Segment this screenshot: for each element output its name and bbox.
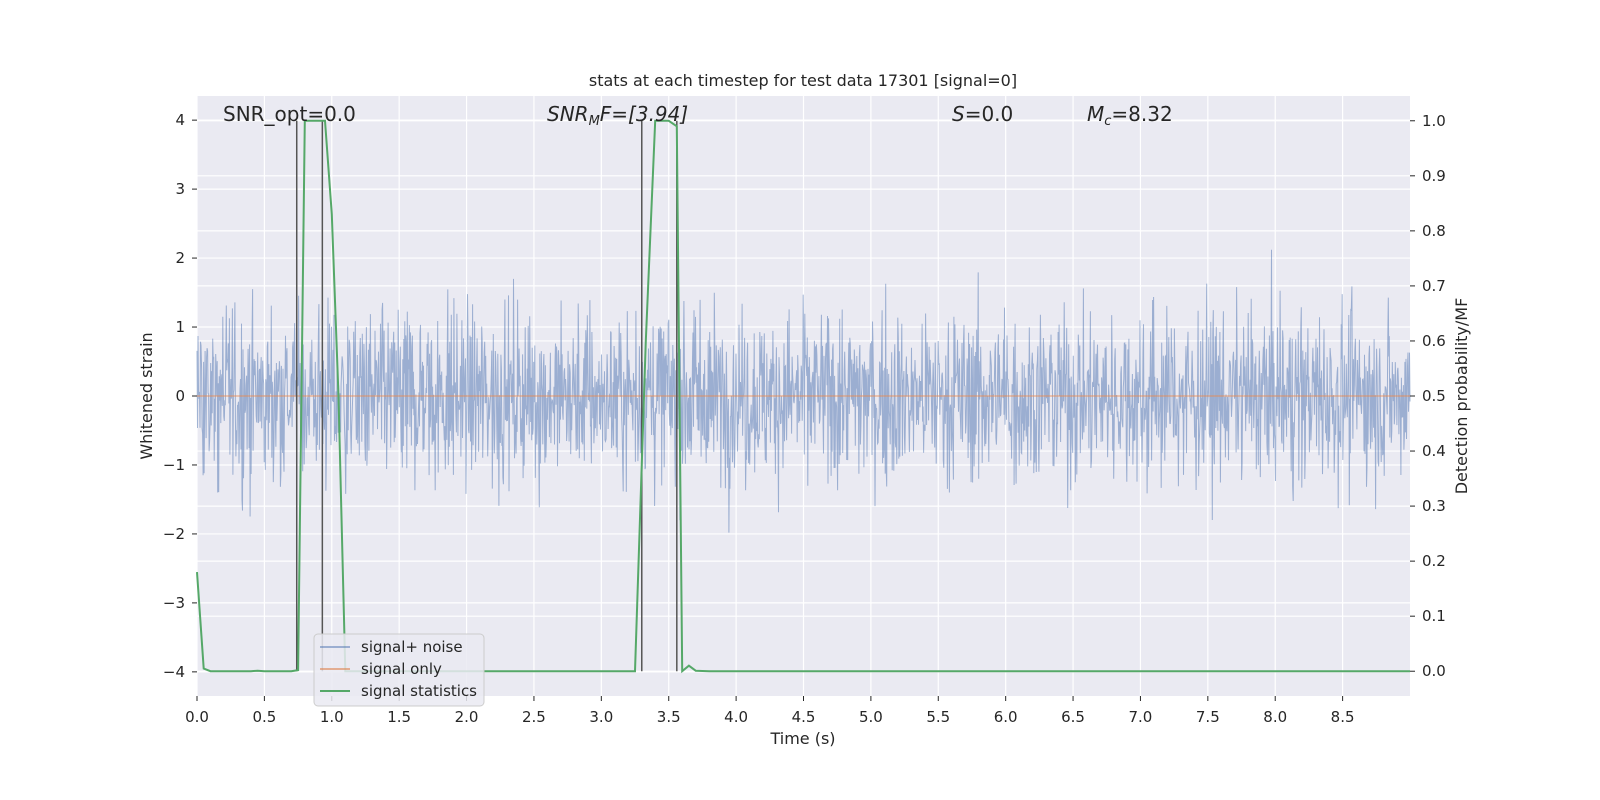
y-right-tick-label: 0.5 [1422, 387, 1446, 405]
y-right-tick-label: 0.6 [1422, 332, 1446, 350]
y-left-tick-label: −1 [163, 456, 185, 474]
y-left-tick-label: 1 [175, 318, 185, 336]
x-tick-label: 1.0 [320, 708, 344, 726]
signal-statistics-line [196, 119, 1410, 674]
series-signal-noise [196, 249, 1411, 533]
chart-title: stats at each timestep for test data 173… [589, 71, 1017, 90]
x-tick-label: 8.5 [1331, 708, 1355, 726]
y-right-tick-label: 0.0 [1422, 662, 1446, 680]
y-left-tick-label: −2 [163, 525, 185, 543]
y-left-tick-label: 4 [175, 111, 185, 129]
annotation-snr-mf: SNRMF=[3.94] [547, 102, 688, 129]
x-tick-label: 3.0 [589, 708, 613, 726]
mc-value: =8.32 [1111, 102, 1172, 126]
x-tick-label: 1.5 [387, 708, 411, 726]
y-right-tick-label: 1.0 [1422, 112, 1446, 130]
y-right-tick-label: 0.2 [1422, 552, 1446, 570]
s-value: =0.0 [965, 102, 1014, 126]
signal-noise-line [196, 249, 1411, 533]
x-tick-label: 7.5 [1196, 708, 1220, 726]
snr-mf-sub: M [589, 114, 600, 129]
series-signal-statistics [196, 119, 1410, 674]
y-left-tick-label: 0 [175, 387, 185, 405]
y-left-tick-label: 2 [175, 249, 185, 267]
mc-sub: c [1104, 114, 1111, 129]
annotation-snr-opt: SNR_opt=0.0 [223, 102, 356, 126]
y-left-tick-label: −4 [163, 663, 185, 681]
mc-base: M [1087, 102, 1104, 126]
y-left-axis-label: Whitened strain [137, 332, 156, 459]
legend-label-signal-statistics: signal statistics [361, 682, 477, 700]
y-right-tick-label: 0.8 [1422, 222, 1446, 240]
y-right-tick-label: 0.4 [1422, 442, 1446, 460]
y-right-axis-label: Detection probability/MF [1452, 298, 1471, 495]
y-right-tick-label: 0.1 [1422, 607, 1446, 625]
annotation-s: S=0.0 [952, 102, 1013, 126]
vertical-markers [295, 120, 678, 672]
snr-mf-rest: F=[3.94] [600, 102, 688, 126]
x-tick-label: 7.0 [1129, 708, 1153, 726]
y-right-axis-ticks: 0.0 0.1 0.2 0.3 0.4 0.5 0.6 0.7 0.8 0.9 1.0 [1410, 112, 1446, 680]
y-right-tick-label: 0.7 [1422, 277, 1446, 295]
x-tick-label: 2.0 [455, 708, 479, 726]
x-tick-label: 5.0 [859, 708, 883, 726]
x-tick-label: 6.5 [1061, 708, 1085, 726]
x-tick-label: 5.5 [926, 708, 950, 726]
legend-label-signal-only: signal only [361, 660, 442, 678]
s-label: S [952, 102, 965, 126]
x-tick-label: 2.5 [522, 708, 546, 726]
x-tick-label: 6.0 [994, 708, 1018, 726]
legend-label-signal-noise: signal+ noise [361, 638, 463, 656]
snr-mf-base: SNR [547, 102, 589, 126]
x-axis-ticks: 0.0 0.5 1.0 1.5 2.0 2.5 3.0 3.5 4.0 4.5 5.0 5.5 6.0 6… [185, 696, 1355, 726]
y-right-tick-label: 0.3 [1422, 497, 1446, 515]
x-tick-label: 4.0 [724, 708, 748, 726]
y-right-tick-label: 0.9 [1422, 167, 1446, 185]
x-tick-label: 0.0 [185, 708, 209, 726]
legend-box [313, 633, 485, 707]
x-tick-label: 4.5 [792, 708, 816, 726]
legend: signal+ noise signal only signal statist… [313, 633, 485, 707]
x-axis-label: Time (s) [769, 729, 835, 748]
x-tick-label: 0.5 [252, 708, 276, 726]
x-tick-label: 3.5 [657, 708, 681, 726]
y-left-tick-label: −3 [163, 594, 185, 612]
annotation-mc: Mc=8.32 [1087, 102, 1173, 129]
y-left-axis-ticks: −4 −3 −2 −1 0 1 2 3 4 [163, 111, 197, 681]
x-tick-label: 8.0 [1263, 708, 1287, 726]
y-left-tick-label: 3 [175, 180, 185, 198]
